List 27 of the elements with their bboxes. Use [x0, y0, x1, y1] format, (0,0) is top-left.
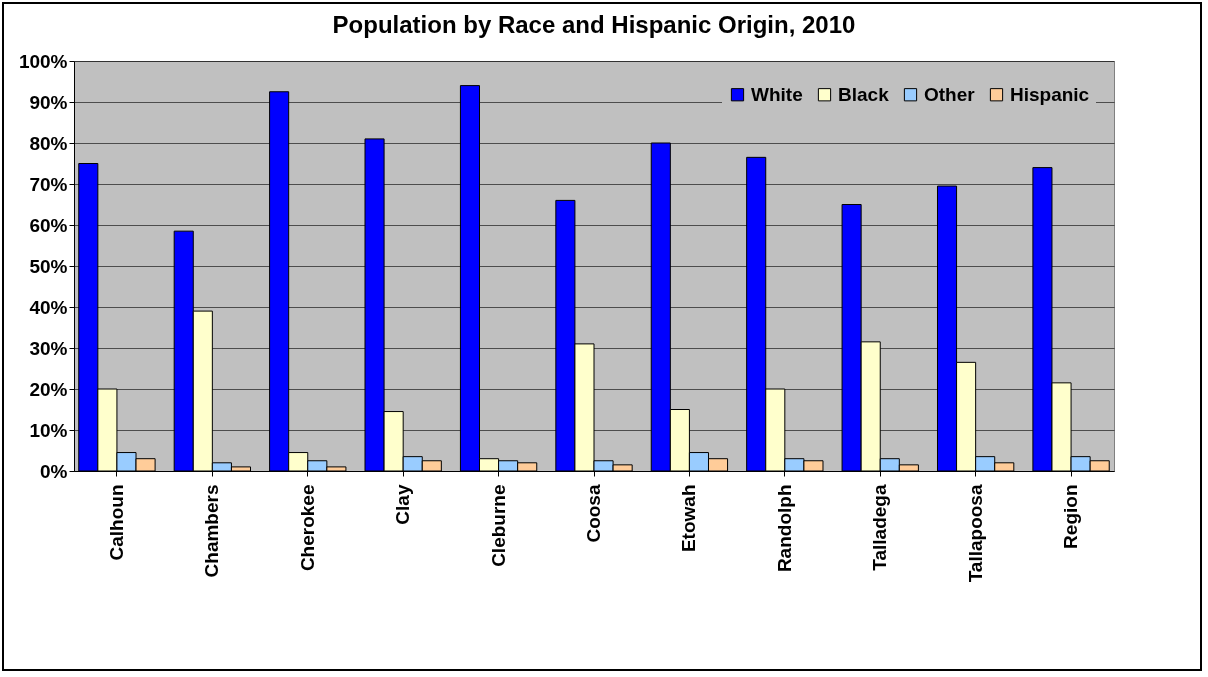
y-tick-label: 50% — [29, 255, 68, 277]
x-tick-label: Region — [1060, 484, 1082, 549]
chart-title: Population by Race and Hispanic Origin, 2010 — [332, 11, 856, 38]
x-tick-label: Etowah — [678, 484, 700, 553]
y-tick-label: 20% — [29, 378, 68, 400]
y-tick-label: 30% — [29, 337, 68, 359]
legend-label: Other — [924, 83, 976, 105]
y-tick-label: 70% — [29, 173, 68, 195]
x-tick-label: Chambers — [201, 484, 223, 578]
legend-label: White — [751, 83, 803, 105]
legend-label: Black — [838, 83, 890, 105]
x-tick-label: Coosa — [583, 484, 604, 543]
y-tick-label: 80% — [29, 132, 68, 154]
y-tick-label: 40% — [29, 296, 68, 318]
y-tick-label: 60% — [29, 214, 68, 236]
y-tick-label: 90% — [29, 91, 68, 113]
x-tick-label: Cleburne — [487, 484, 509, 567]
x-tick-label: Tallapoosa — [964, 484, 986, 583]
y-tick-label: 0% — [40, 460, 68, 482]
x-tick-label: Talladega — [869, 484, 891, 571]
x-tick-label: Clay — [392, 484, 414, 525]
x-tick-label: Cherokee — [296, 484, 318, 572]
legend-label: Hispanic — [1010, 83, 1090, 105]
y-tick-label: 100% — [18, 50, 68, 72]
y-tick-label: 10% — [29, 419, 68, 441]
x-tick-label: Calhoun — [105, 484, 127, 561]
x-tick-label: Randolph — [773, 484, 795, 573]
